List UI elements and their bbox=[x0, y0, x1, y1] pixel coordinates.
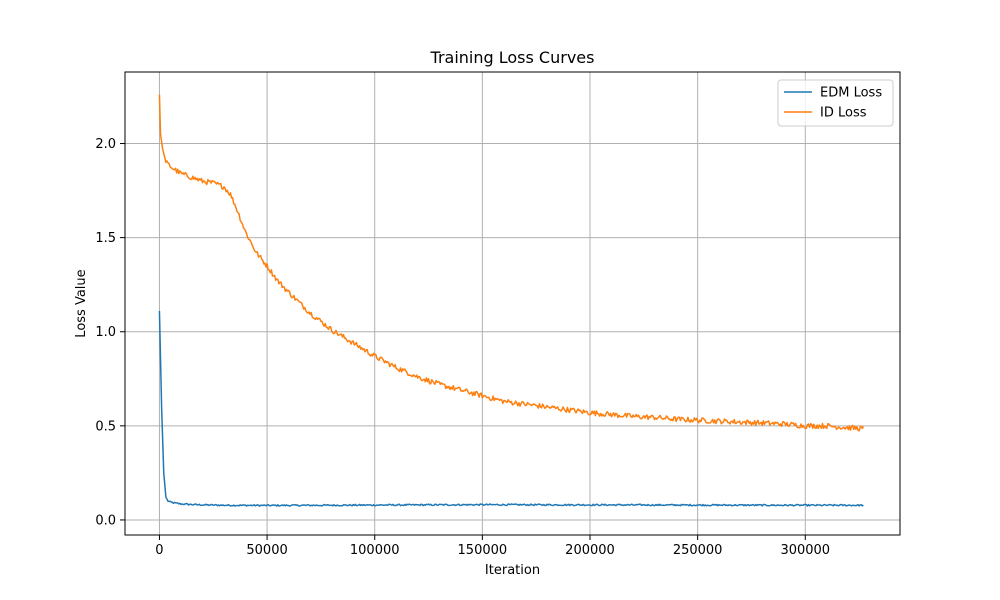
series-line-0 bbox=[158, 311, 864, 507]
x-tick-label: 200000 bbox=[565, 543, 615, 558]
x-axis-label: Iteration bbox=[485, 563, 540, 578]
grid-lines bbox=[125, 72, 900, 535]
x-tick-label: 300000 bbox=[780, 543, 830, 558]
x-tick-label: 100000 bbox=[350, 543, 400, 558]
legend: EDM Loss ID Loss bbox=[777, 79, 894, 127]
y-tick-label: 0.0 bbox=[95, 513, 116, 528]
series-lines bbox=[158, 94, 865, 507]
y-tick-label: 2.0 bbox=[95, 137, 116, 152]
y-tick-label: 1.0 bbox=[95, 325, 116, 340]
x-tick-label: 250000 bbox=[673, 543, 723, 558]
plot-frame bbox=[124, 71, 901, 536]
legend-label: EDM Loss bbox=[820, 86, 882, 101]
y-tick-label: 1.5 bbox=[95, 231, 116, 246]
y-axis-label: Loss Value bbox=[74, 269, 89, 337]
legend-label: ID Loss bbox=[820, 106, 867, 121]
series-line-1 bbox=[158, 94, 865, 432]
x-axis-ticks: 0 50000 100000 150000 200000 250000 300000 bbox=[155, 535, 830, 558]
x-tick-label: 50000 bbox=[246, 543, 287, 558]
y-tick-label: 0.5 bbox=[95, 419, 116, 434]
x-tick-label: 0 bbox=[155, 543, 163, 558]
x-tick-label: 150000 bbox=[458, 543, 508, 558]
y-axis-ticks: 0.0 0.5 1.0 1.5 2.0 bbox=[95, 137, 125, 528]
chart-title: Training Loss Curves bbox=[430, 48, 595, 67]
